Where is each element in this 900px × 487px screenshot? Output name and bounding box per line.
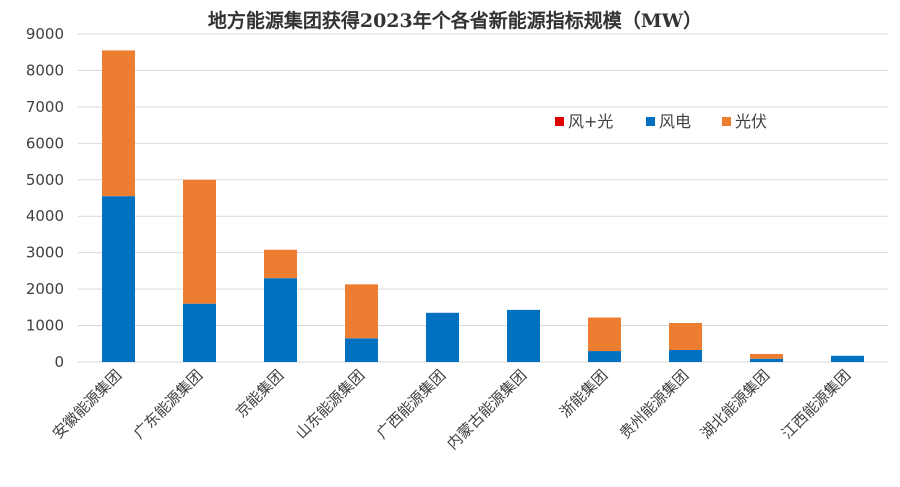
bar-segment: [750, 353, 783, 359]
bar-segment: [831, 355, 864, 362]
y-tick-label: 3000: [26, 244, 64, 262]
bar-segment: [750, 358, 783, 362]
y-tick-label: 1000: [26, 317, 64, 335]
bar-segment: [426, 312, 459, 362]
y-tick-label: 0: [54, 353, 64, 371]
x-tick-label: 湖北能源集团: [697, 366, 773, 442]
x-tick-label: 贵州能源集团: [616, 366, 692, 442]
x-tick-label: 浙能集团: [556, 366, 611, 421]
bar-segment: [588, 351, 621, 362]
bar-segment: [102, 50, 135, 197]
legend-label: 光伏: [735, 112, 767, 131]
bar-segment: [669, 323, 702, 350]
y-tick-label: 6000: [26, 134, 64, 152]
bars: [102, 50, 864, 362]
bar-segment: [507, 309, 540, 362]
y-tick-label: 2000: [26, 280, 64, 298]
legend-swatch: [555, 117, 564, 126]
bar-segment: [588, 317, 621, 352]
x-tick-label: 江西能源集团: [778, 366, 854, 442]
x-axis: 安徽能源集团 广东能源集团 京能集团 山东能源集团 广西能源集团内蒙古能源集团 浙能集团贵…: [49, 366, 854, 453]
y-tick-label: 7000: [26, 98, 64, 116]
x-tick-label: 内蒙古能源集团: [443, 366, 530, 453]
x-tick-label: 广东能源集团: [130, 366, 206, 442]
bar-segment: [102, 196, 135, 362]
x-tick-label: 山东能源集团: [292, 366, 368, 442]
legend-swatch: [646, 117, 655, 126]
y-axis: 0 1000 2000 3000 4000 5000 6000 7000 8000 9000: [26, 25, 64, 371]
x-tick-label: 京能集团: [232, 366, 287, 421]
bar-segment: [345, 338, 378, 362]
bar-segment: [183, 179, 216, 304]
y-tick-label: 9000: [26, 25, 64, 43]
x-tick-label: 广西能源集团: [373, 366, 449, 442]
bar-segment: [264, 278, 297, 362]
x-tick-label: 安徽能源集团: [49, 366, 125, 442]
bar-segment: [183, 303, 216, 362]
chart-title: 地方能源集团获得2023年个各省新能源指标规模（MW）: [208, 9, 702, 32]
bar-segment: [669, 349, 702, 362]
y-tick-label: 8000: [26, 61, 64, 79]
legend-swatch: [722, 117, 731, 126]
legend-label: 风电: [659, 112, 691, 131]
legend: 风+光 风电 光伏: [555, 112, 767, 131]
bar-segment: [264, 249, 297, 279]
legend-label: 风+光: [568, 112, 613, 131]
y-tick-label: 4000: [26, 207, 64, 225]
y-tick-label: 5000: [26, 171, 64, 189]
bar-segment: [345, 284, 378, 339]
